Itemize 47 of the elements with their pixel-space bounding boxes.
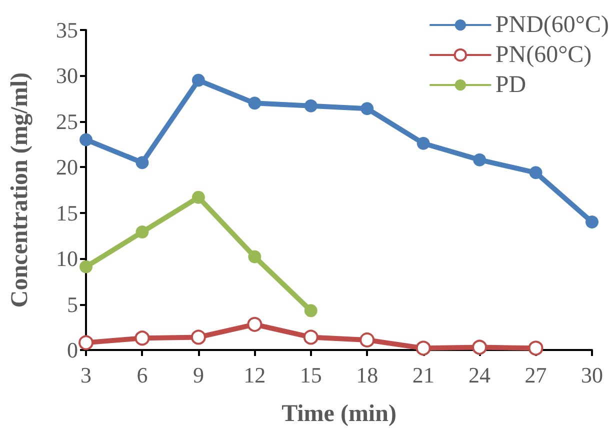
x-tick-label: 27 bbox=[524, 362, 547, 388]
x-tick-label: 18 bbox=[356, 362, 378, 388]
point bbox=[528, 340, 544, 356]
x-tick-label: 30 bbox=[581, 362, 603, 388]
x-tick-label: 15 bbox=[300, 362, 322, 388]
x-tick-label: 21 bbox=[412, 362, 434, 388]
point bbox=[416, 136, 430, 150]
x-tick-label: 6 bbox=[136, 362, 148, 388]
point bbox=[248, 250, 262, 264]
point bbox=[304, 304, 318, 318]
point bbox=[304, 99, 318, 112]
y-tick-label: 0 bbox=[67, 338, 78, 362]
point bbox=[529, 166, 542, 180]
legend-label: PD bbox=[495, 72, 526, 98]
point bbox=[360, 332, 375, 348]
point bbox=[136, 156, 149, 170]
x-tick-label: 24 bbox=[468, 362, 491, 388]
point bbox=[586, 216, 598, 228]
y-tick-label: 20 bbox=[56, 154, 78, 180]
x-tick-label: 12 bbox=[244, 362, 266, 388]
point bbox=[80, 133, 92, 146]
y-tick-label: 35 bbox=[56, 18, 78, 42]
point bbox=[192, 190, 205, 204]
point bbox=[303, 330, 318, 345]
point bbox=[192, 74, 205, 87]
x-axis-title: Time (min) bbox=[282, 401, 396, 427]
y-tick-label: 30 bbox=[56, 63, 78, 88]
y-tick-label: 10 bbox=[56, 246, 78, 272]
point bbox=[416, 340, 431, 356]
point bbox=[78, 335, 94, 350]
point bbox=[80, 260, 92, 274]
y-tick-label: 5 bbox=[67, 292, 78, 317]
point bbox=[248, 96, 262, 110]
point bbox=[190, 330, 206, 345]
point bbox=[472, 340, 488, 355]
x-tick-label: 3 bbox=[80, 362, 92, 388]
point bbox=[360, 102, 374, 116]
y-tick-label: 15 bbox=[56, 200, 78, 226]
x-tick-label: 9 bbox=[192, 362, 204, 388]
legend-label: PND(60°C) bbox=[495, 12, 610, 38]
point bbox=[134, 330, 150, 346]
point bbox=[247, 316, 262, 332]
point bbox=[473, 153, 486, 166]
point bbox=[136, 226, 149, 239]
y-tick-label: 25 bbox=[56, 108, 78, 134]
y-axis-title: Concentration (mg/ml) bbox=[7, 72, 33, 308]
legend-label: PN(60°C) bbox=[495, 42, 592, 68]
